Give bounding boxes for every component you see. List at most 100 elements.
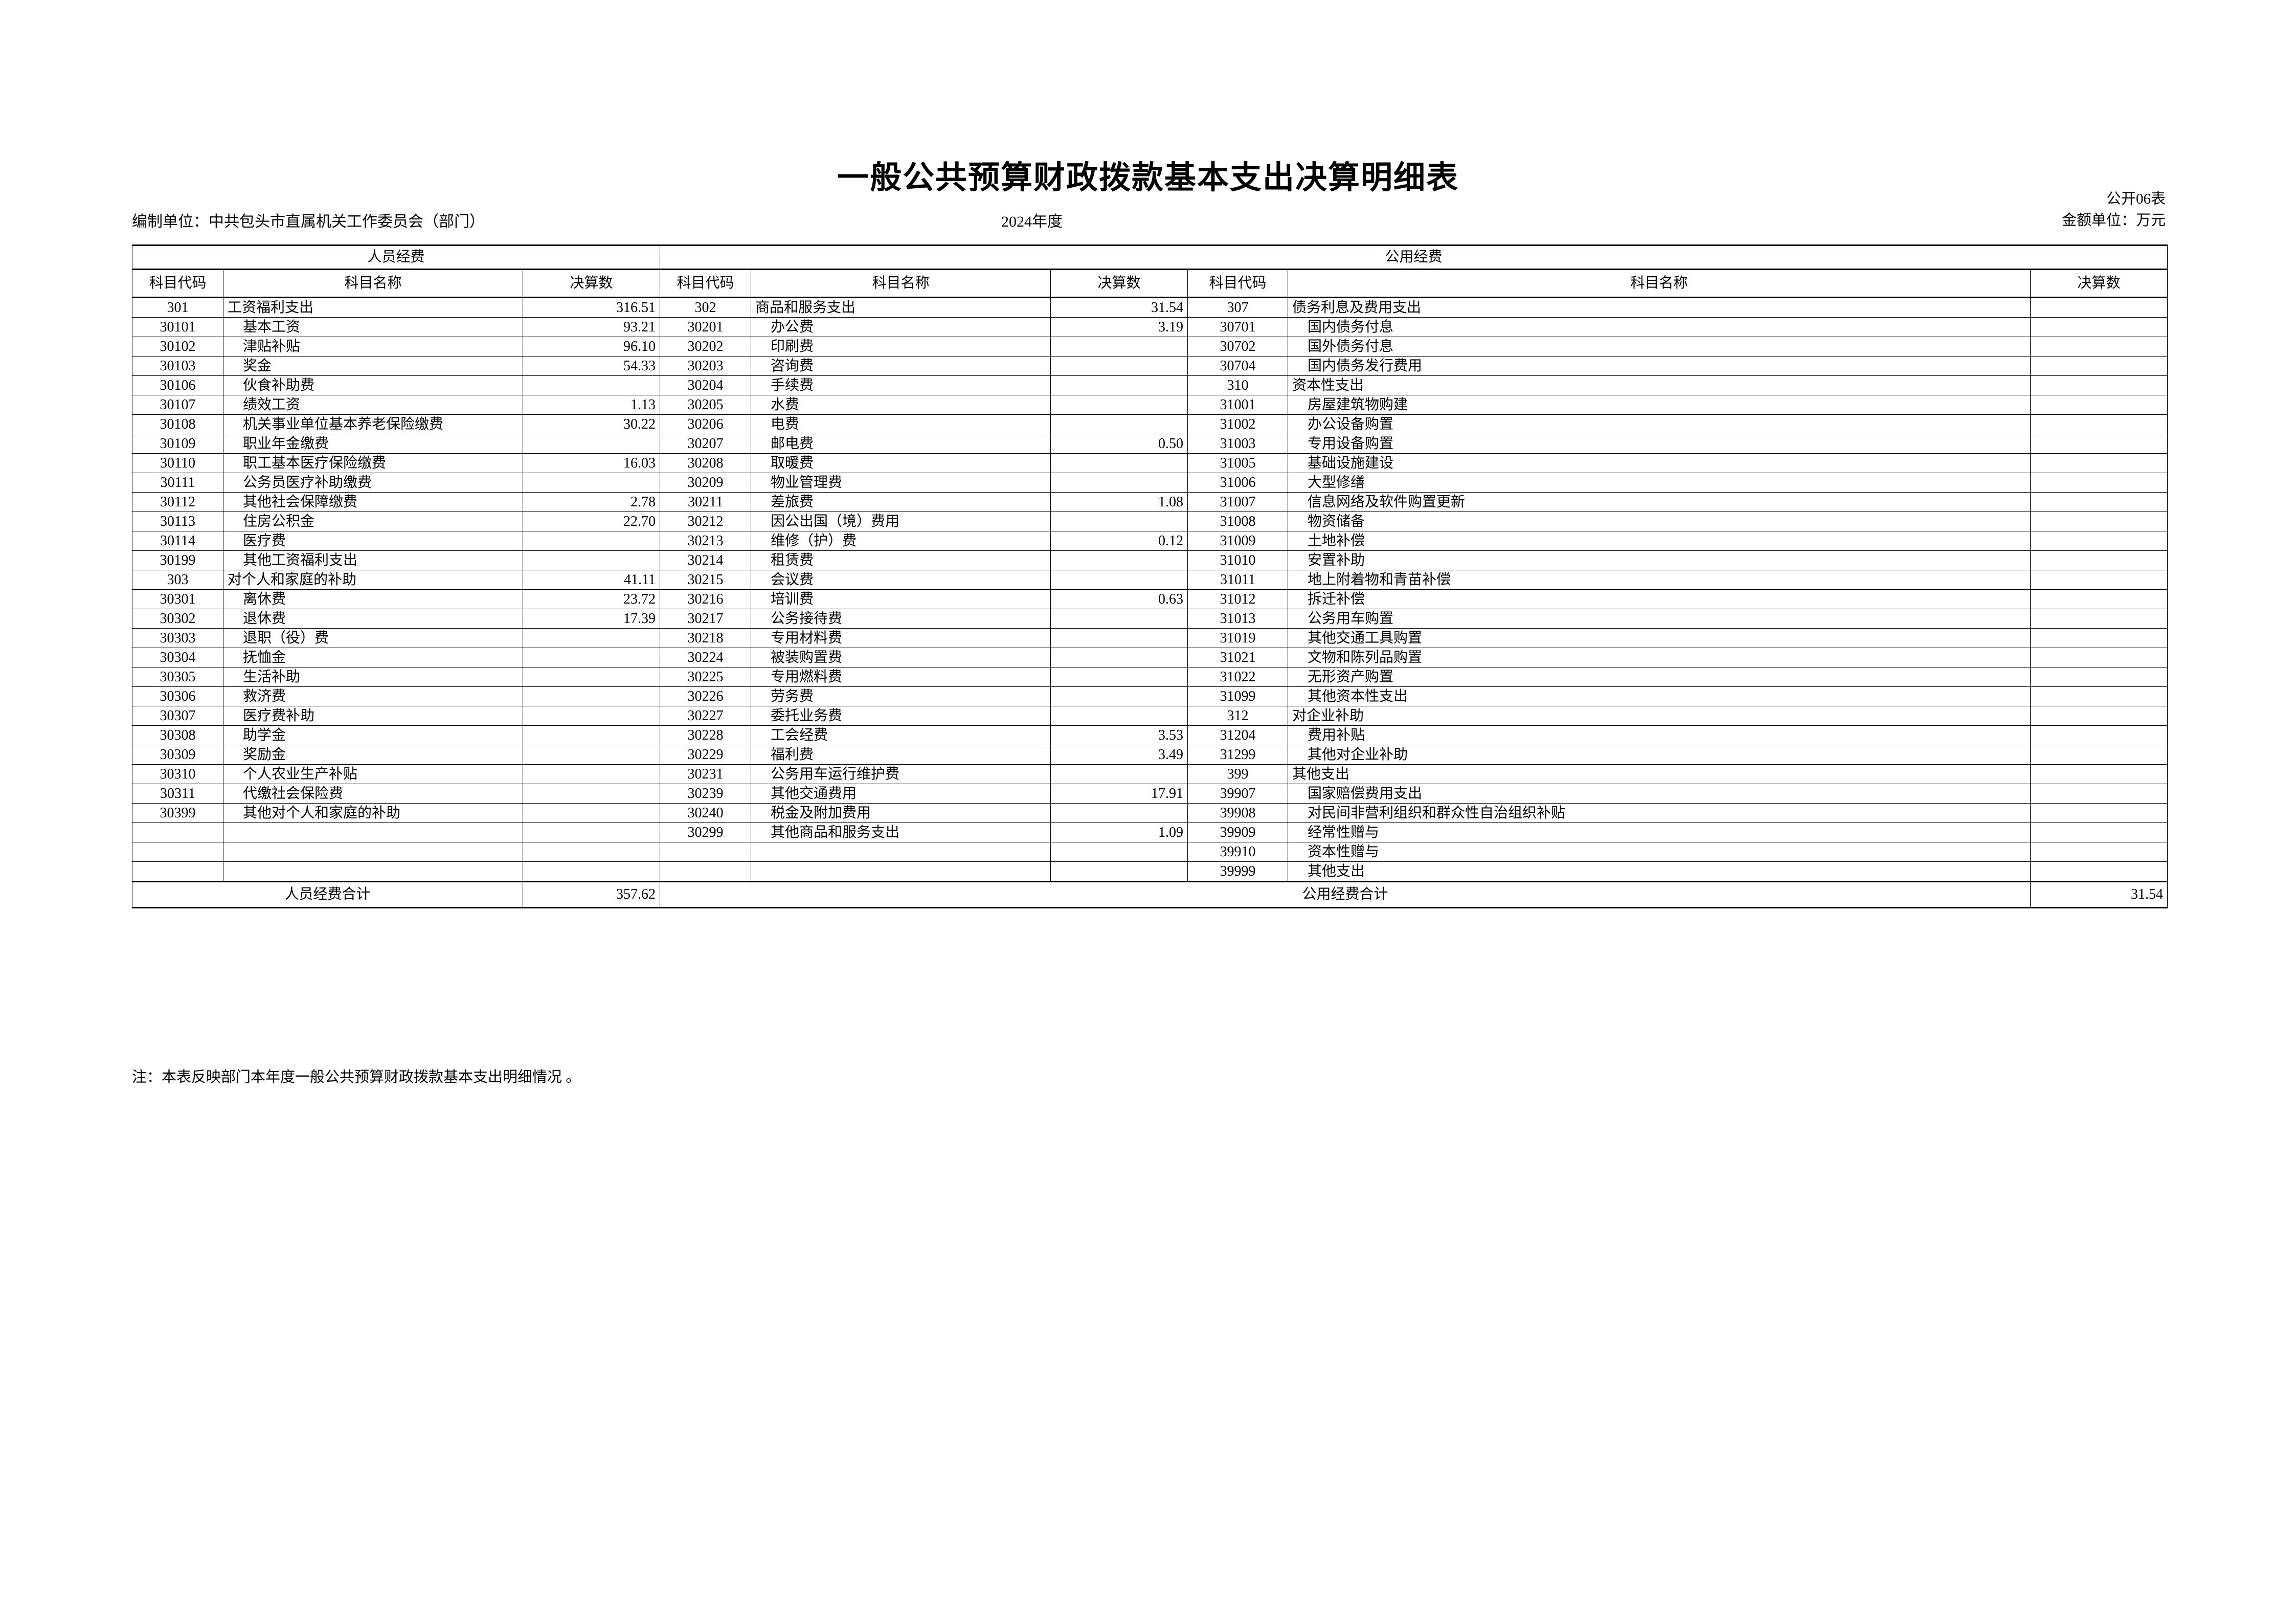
subject-code: 30229 [660,745,752,765]
subject-name: 其他对个人和家庭的补助 [223,803,523,823]
subject-name: 公务用车购置 [1288,609,2031,629]
table-row: 30103 奖金 54.33 30203 咨询费 30704 国内债务发行费用 [132,356,2168,376]
final-amount [1050,550,1188,570]
final-amount [2030,842,2168,862]
final-amount [1050,861,1188,882]
subject-code: 301 [132,297,223,318]
subject-code: 39909 [1187,822,1289,842]
subject-code: 30106 [132,375,223,395]
subject-name: 其他工资福利支出 [223,550,523,570]
subject-name: 文物和陈列品购置 [1288,648,2031,668]
final-amount: 93.21 [522,317,661,337]
final-amount: 1.09 [1050,822,1188,842]
table-row: 30302 退休费 17.39 30217 公务接待费 31013 公务用车购置 [132,609,2168,629]
subject-name: 大型修缮 [1288,473,2031,493]
amount-unit: 金额单位：万元 [2061,212,2166,229]
subject-name: 手续费 [751,375,1051,395]
subject-name: 绩效工资 [223,395,523,415]
subject-code: 30112 [132,492,223,512]
subject-name: 工会经费 [751,725,1051,745]
final-amount [1050,395,1188,415]
subject-name [223,822,523,842]
subject-code: 31012 [1187,589,1289,609]
subject-name: 地上附着物和青苗补偿 [1288,570,2031,590]
subject-code: 30311 [132,784,223,804]
table-row: 30301 离休费 23.72 30216 培训费 0.63 31012 拆迁补偿 [132,589,2168,609]
table-row: 30309 奖励金 30229 福利费 3.49 31299 其他对企业补助 [132,745,2168,765]
subject-name: 税金及附加费用 [751,803,1051,823]
final-amount [2030,706,2168,726]
col-header-amount: 决算数 [2030,269,2168,298]
subject-name: 经常性赠与 [1288,822,2031,842]
table-row: 30107 绩效工资 1.13 30205 水费 31001 房屋建筑物购建 [132,395,2168,415]
subject-code: 30205 [660,395,752,415]
subject-name: 劳务费 [751,686,1051,706]
final-amount: 1.08 [1050,492,1188,512]
subject-name: 房屋建筑物购建 [1288,395,2031,415]
subject-name: 信息网络及软件购置更新 [1288,492,2031,512]
subject-name: 救济费 [223,686,523,706]
subject-code: 30114 [132,531,223,551]
subject-name: 咨询费 [751,356,1051,376]
subject-code: 312 [1187,706,1289,726]
subject-code: 30203 [660,356,752,376]
subject-code: 39908 [1187,803,1289,823]
subject-code: 30309 [132,745,223,765]
subject-code: 30308 [132,725,223,745]
subject-code: 30302 [132,609,223,629]
subject-name: 其他支出 [1288,861,2031,882]
subject-code: 30303 [132,628,223,648]
table-row: 30305 生活补助 30225 专用燃料费 31022 无形资产购置 [132,667,2168,687]
subject-code: 303 [132,570,223,590]
col-header-code: 科目代码 [132,269,223,298]
form-meta-right: 公开06表 金额单位：万元 [2062,188,2166,231]
final-amount [522,628,661,648]
subject-name: 水费 [751,395,1051,415]
subject-code: 30701 [1187,317,1289,337]
final-amount: 1.13 [522,395,661,415]
subject-code: 30208 [660,453,752,473]
subject-name [751,861,1051,882]
table-row: 30307 医疗费补助 30227 委托业务费 312 对企业补助 [132,706,2168,726]
table-row: 30113 住房公积金 22.70 30212 因公出国（境）费用 31008 物资储备 [132,511,2168,531]
subject-name: 机关事业单位基本养老保险缴费 [223,414,523,434]
subject-code: 30218 [660,628,752,648]
subject-name: 抚恤金 [223,648,523,668]
final-amount [2030,434,2168,454]
subject-code: 30209 [660,473,752,493]
final-amount [522,686,661,706]
subject-name: 住房公积金 [223,511,523,531]
subject-name: 专用设备购置 [1288,434,2031,454]
subject-code: 30212 [660,511,752,531]
subject-code: 31013 [1187,609,1289,629]
subject-name: 邮电费 [751,434,1051,454]
subject-name: 对民间非营利组织和群众性自治组织补贴 [1288,803,2031,823]
final-amount: 2.78 [522,492,661,512]
table-row: 30304 抚恤金 30224 被装购置费 31021 文物和陈列品购置 [132,648,2168,668]
final-amount: 17.91 [1050,784,1188,804]
subject-code: 30107 [132,395,223,415]
subject-code [132,842,223,862]
subject-code: 31099 [1187,686,1289,706]
subject-code: 39999 [1187,861,1289,882]
final-amount [1050,473,1188,493]
subject-name: 委托业务费 [751,706,1051,726]
table-row: 30303 退职（役）费 30218 专用材料费 31019 其他交通工具购置 [132,628,2168,648]
final-amount [1050,511,1188,531]
table-row: 30110 职工基本医疗保险缴费 16.03 30208 取暖费 31005 基础设施建设 [132,453,2168,473]
final-amount [522,375,661,395]
final-amount [1050,803,1188,823]
final-amount: 96.10 [522,337,661,357]
subject-code: 30101 [132,317,223,337]
subject-code: 31009 [1187,531,1289,551]
subject-name: 印刷费 [751,337,1051,357]
final-amount: 3.53 [1050,725,1188,745]
subject-name: 其他交通费用 [751,784,1051,804]
subject-name: 物资储备 [1288,511,2031,531]
subject-code [132,822,223,842]
subject-code: 30225 [660,667,752,687]
final-amount [2030,511,2168,531]
subject-name: 基本工资 [223,317,523,337]
subject-name: 因公出国（境）费用 [751,511,1051,531]
subject-name: 伙食补助费 [223,375,523,395]
